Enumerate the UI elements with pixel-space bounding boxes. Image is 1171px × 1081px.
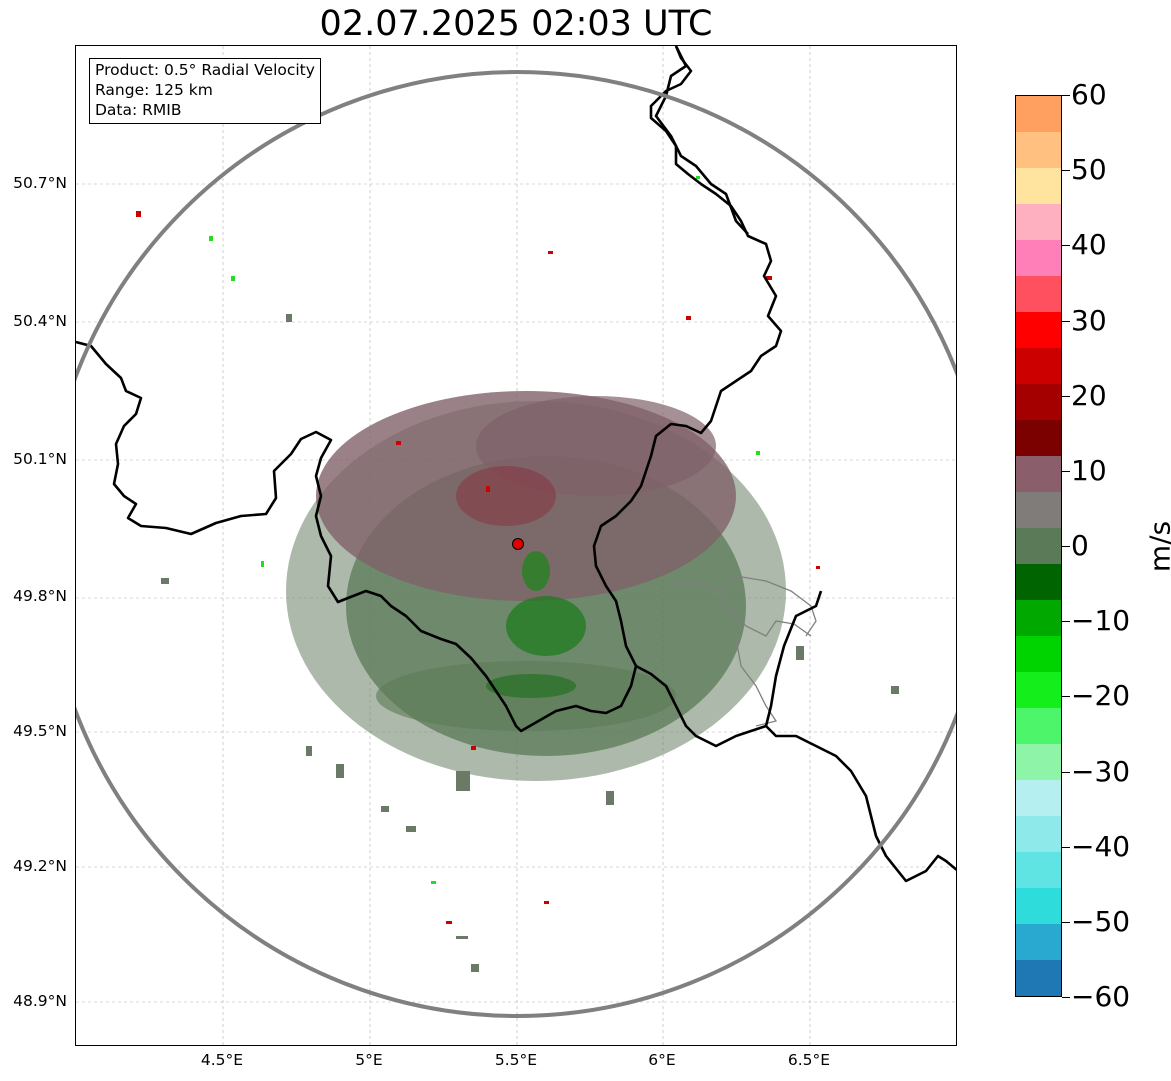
- x-tick-label: 5°E: [355, 1051, 383, 1069]
- map-title: 02.07.2025 02:03 UTC: [319, 4, 713, 44]
- colorbar-tick-mark: [1062, 997, 1070, 998]
- radar-map-canvas: [76, 46, 956, 1045]
- y-tick-label: 48.9°N: [13, 992, 67, 1010]
- colorbar-tick-label: −60: [1071, 980, 1131, 1013]
- colorbar-tick-label: 10: [1071, 454, 1107, 487]
- range-label: Range: 125 km: [95, 81, 213, 99]
- colorbar-tick-mark: [1062, 847, 1070, 848]
- y-tick-label: 50.1°N: [13, 450, 67, 468]
- radar-map[interactable]: Product: 0.5° Radial Velocity Range: 125…: [75, 45, 957, 1046]
- colorbar-tick-mark: [1062, 396, 1070, 397]
- colorbar-tick-mark: [1062, 546, 1070, 547]
- x-tick-label: 6°E: [648, 1051, 676, 1069]
- colorbar-tick-label: 50: [1071, 153, 1107, 186]
- colorbar-tick-label: −30: [1071, 755, 1131, 788]
- y-tick-label: 49.8°N: [13, 587, 67, 605]
- x-tick-label: 4.5°E: [200, 1051, 244, 1069]
- range-ring: [76, 70, 956, 1018]
- product-label: Product: 0.5° Radial Velocity: [95, 61, 315, 79]
- y-tick-label: 50.4°N: [13, 312, 67, 330]
- x-tick-label: 6.5°E: [787, 1051, 831, 1069]
- colorbar-tick-label: 0: [1071, 529, 1089, 562]
- colorbar-tick-mark: [1062, 696, 1070, 697]
- colorbar-tick-label: −40: [1071, 830, 1131, 863]
- y-tick-label: 50.7°N: [13, 174, 67, 192]
- colorbar-tick-label: 20: [1071, 379, 1107, 412]
- colorbar-tick-mark: [1062, 922, 1070, 923]
- y-tick-label: 49.2°N: [13, 857, 67, 875]
- y-tick-label: 49.5°N: [13, 722, 67, 740]
- colorbar-tick-label: −20: [1071, 679, 1131, 712]
- colorbar-tick-label: −50: [1071, 905, 1131, 938]
- colorbar-tick-label: 40: [1071, 228, 1107, 261]
- velocity-colorbar: [1015, 95, 1062, 997]
- radar-site-marker[interactable]: [512, 538, 524, 550]
- colorbar-tick-mark: [1062, 95, 1070, 96]
- colorbar-tick-label: 30: [1071, 304, 1107, 337]
- x-tick-label: 5.5°E: [494, 1051, 538, 1069]
- colorbar-tick-label: −10: [1071, 604, 1131, 637]
- velocity-echoes: [136, 176, 899, 972]
- colorbar-tick-mark: [1062, 245, 1070, 246]
- colorbar-tick-mark: [1062, 170, 1070, 171]
- data-source-label: Data: RMIB: [95, 101, 182, 119]
- colorbar-tick-label: 60: [1071, 78, 1107, 111]
- colorbar-tick-mark: [1062, 772, 1070, 773]
- product-info-box: Product: 0.5° Radial Velocity Range: 125…: [89, 58, 321, 124]
- colorbar-tick-mark: [1062, 321, 1070, 322]
- colorbar-tick-mark: [1062, 621, 1070, 622]
- national-borders: [76, 46, 956, 883]
- colorbar-unit-label: m/s: [1143, 520, 1171, 573]
- colorbar-tick-mark: [1062, 471, 1070, 472]
